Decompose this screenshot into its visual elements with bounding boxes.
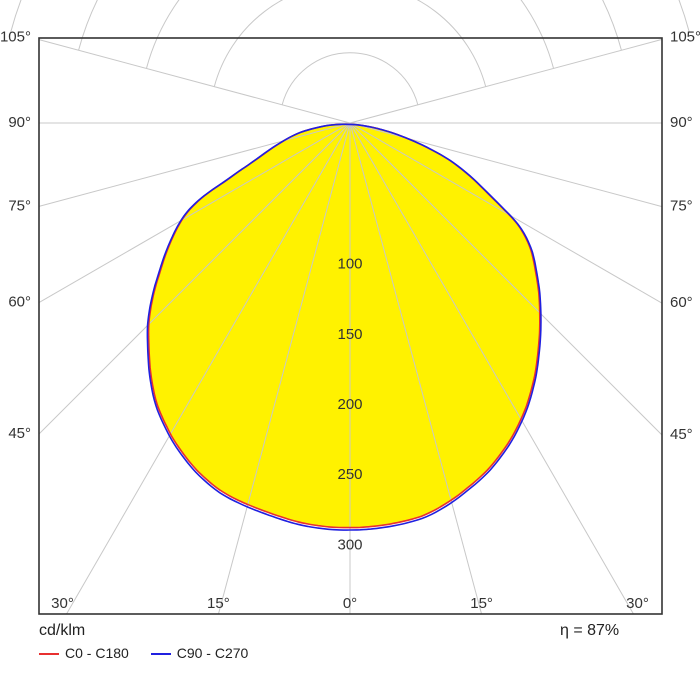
- svg-text:90°: 90°: [8, 114, 31, 131]
- svg-text:15°: 15°: [207, 595, 230, 612]
- svg-text:45°: 45°: [8, 425, 31, 442]
- svg-text:300: 300: [337, 537, 362, 554]
- svg-text:60°: 60°: [670, 294, 693, 311]
- svg-text:45°: 45°: [670, 426, 693, 443]
- svg-text:60°: 60°: [8, 294, 31, 311]
- svg-text:150: 150: [337, 326, 362, 343]
- svg-text:0°: 0°: [343, 595, 357, 612]
- svg-text:15°: 15°: [470, 595, 493, 612]
- svg-text:250: 250: [337, 466, 362, 483]
- svg-text:90°: 90°: [670, 114, 693, 131]
- svg-text:200: 200: [337, 396, 362, 413]
- svg-text:30°: 30°: [626, 595, 649, 612]
- svg-text:75°: 75°: [8, 197, 31, 214]
- svg-text:75°: 75°: [670, 198, 693, 215]
- svg-text:30°: 30°: [51, 595, 74, 612]
- svg-text:100: 100: [337, 256, 362, 273]
- svg-text:105°: 105°: [670, 28, 700, 45]
- svg-text:105°: 105°: [0, 29, 31, 46]
